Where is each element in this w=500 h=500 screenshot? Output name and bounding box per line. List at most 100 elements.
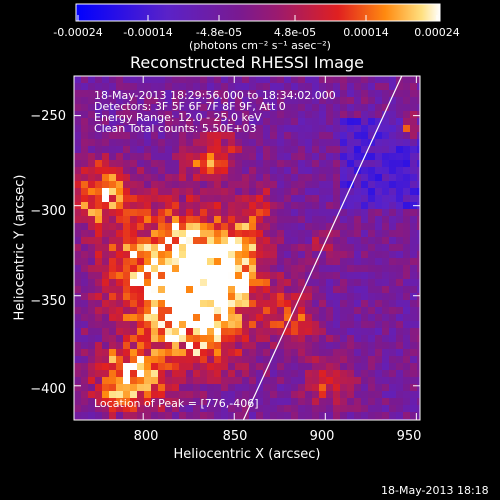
heatmap-cell <box>235 328 243 336</box>
heatmap-cell <box>235 293 243 301</box>
heatmap-cell <box>130 174 138 182</box>
heatmap-cell <box>137 167 145 175</box>
heatmap-cell <box>340 216 348 224</box>
heatmap-cell <box>221 237 229 245</box>
heatmap-cell <box>305 216 313 224</box>
heatmap-cell <box>235 125 243 133</box>
heatmap-cell <box>417 216 420 224</box>
heatmap-cell <box>382 314 390 322</box>
heatmap-cell <box>326 111 334 119</box>
heatmap-cell <box>263 300 271 308</box>
heatmap-cell <box>410 286 418 294</box>
heatmap-cell <box>298 391 306 399</box>
heatmap-cell <box>403 174 411 182</box>
heatmap-cell <box>88 405 96 413</box>
heatmap-cell <box>389 314 397 322</box>
heatmap-cell <box>403 342 411 350</box>
heatmap-cell <box>123 125 131 133</box>
heatmap-cell <box>116 83 124 91</box>
heatmap-cell <box>368 83 376 91</box>
heatmap-cell <box>186 363 194 371</box>
heatmap-cell <box>326 342 334 350</box>
heatmap-cell <box>74 258 82 266</box>
heatmap-cell <box>319 216 327 224</box>
heatmap-cell <box>123 321 131 329</box>
heatmap-cell <box>382 97 390 105</box>
heatmap-cell <box>214 300 222 308</box>
heatmap-cell <box>284 384 292 392</box>
x-tick-label: 800 <box>133 429 159 444</box>
heatmap-cell <box>242 300 250 308</box>
heatmap-cell <box>319 398 327 406</box>
heatmap-cell <box>298 230 306 238</box>
heatmap-cell <box>172 412 180 420</box>
heatmap-cell <box>382 167 390 175</box>
heatmap-cell <box>179 293 187 301</box>
heatmap-cell <box>102 328 110 336</box>
heatmap-cell <box>347 384 355 392</box>
heatmap-cell <box>347 356 355 364</box>
heatmap-cell <box>256 97 264 105</box>
heatmap-cell <box>144 97 152 105</box>
heatmap-cell <box>207 314 215 322</box>
heatmap-cell <box>256 279 264 287</box>
heatmap-cell <box>102 412 110 420</box>
heatmap-cell <box>130 167 138 175</box>
heatmap-cell <box>137 377 145 385</box>
heatmap-cell <box>151 104 159 112</box>
heatmap-cell <box>291 258 299 266</box>
heatmap-cell <box>165 391 173 399</box>
heatmap-cell <box>249 181 257 189</box>
heatmap-cell <box>291 209 299 217</box>
heatmap-cell <box>214 181 222 189</box>
heatmap-cell <box>333 160 341 168</box>
heatmap-cell <box>88 398 96 406</box>
heatmap-cell <box>333 293 341 301</box>
heatmap-cell <box>130 188 138 196</box>
heatmap-cell <box>333 76 341 84</box>
heatmap-cell <box>410 279 418 287</box>
heatmap-cell <box>207 251 215 259</box>
heatmap-cell <box>200 167 208 175</box>
heatmap-cell <box>193 146 201 154</box>
heatmap-cell <box>347 293 355 301</box>
heatmap-cell <box>179 209 187 217</box>
heatmap-cell <box>179 265 187 273</box>
heatmap-cell <box>333 363 341 371</box>
heatmap-cell <box>305 300 313 308</box>
heatmap-cell <box>242 258 250 266</box>
y-tick-label: −250 <box>30 109 66 124</box>
heatmap-cell <box>263 412 271 420</box>
heatmap-cell <box>382 237 390 245</box>
heatmap-cell <box>410 111 418 119</box>
heatmap-cell <box>151 251 159 259</box>
heatmap-cell <box>179 377 187 385</box>
heatmap-cell <box>277 251 285 259</box>
heatmap-cell <box>319 160 327 168</box>
heatmap-cell <box>368 139 376 147</box>
heatmap-cell <box>165 363 173 371</box>
heatmap-cell <box>403 377 411 385</box>
heatmap-cell <box>270 377 278 385</box>
heatmap-cell <box>389 188 397 196</box>
heatmap-cell <box>200 153 208 161</box>
heatmap-cell <box>333 132 341 140</box>
heatmap-cell <box>361 132 369 140</box>
heatmap-cell <box>81 160 89 168</box>
heatmap-cell <box>326 174 334 182</box>
heatmap-cell <box>319 377 327 385</box>
heatmap-cell <box>179 363 187 371</box>
heatmap-cell <box>74 251 82 259</box>
heatmap-cell <box>88 321 96 329</box>
heatmap-cell <box>81 363 89 371</box>
heatmap-cell <box>123 90 131 98</box>
heatmap-cell <box>179 251 187 259</box>
heatmap-cell <box>354 384 362 392</box>
heatmap-cell <box>81 258 89 266</box>
heatmap-cell <box>95 195 103 203</box>
heatmap-cell <box>263 328 271 336</box>
heatmap-cell <box>123 118 131 126</box>
heatmap-cell <box>396 314 404 322</box>
heatmap-cell <box>200 258 208 266</box>
heatmap-cell <box>333 216 341 224</box>
